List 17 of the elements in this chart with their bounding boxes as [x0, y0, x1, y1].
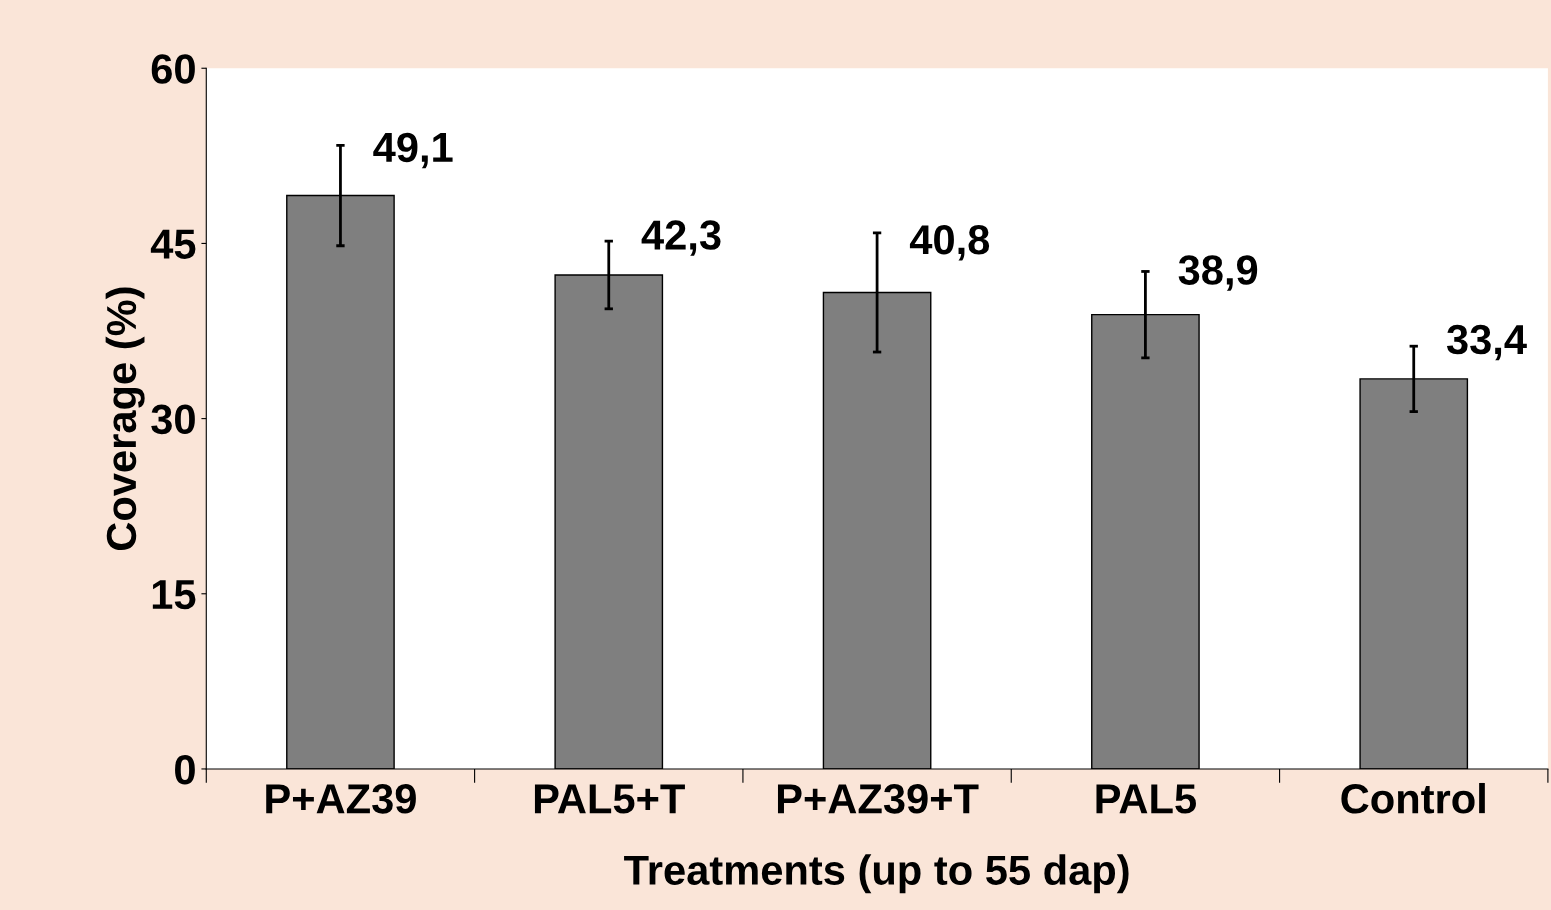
- x-tick-label: Control: [1341, 782, 1485, 814]
- y-tick-label: 30: [151, 404, 195, 435]
- x-tick-label: PAL5: [1096, 784, 1196, 814]
- x-tick-label: P+AZ39: [266, 784, 416, 814]
- data-label: 40,8: [909, 224, 990, 261]
- x-tick-label: PAL5+T: [534, 784, 685, 814]
- data-label: 33,4: [1446, 324, 1527, 361]
- data-label: 49,1: [373, 132, 453, 169]
- y-tick-label: 60: [151, 54, 195, 84]
- y-tick-label: 0: [175, 754, 195, 785]
- y-tick-label: 15: [152, 580, 196, 610]
- data-label: 38,9: [1178, 255, 1258, 291]
- x-tick-label: P+AZ39+T: [777, 784, 979, 814]
- y-tick-label: 45: [150, 229, 196, 259]
- y-axis-title: Coverage (%): [105, 287, 145, 551]
- x-axis-title: Treatments (up to 55 dap): [624, 854, 1129, 894]
- data-label: 42,3: [641, 220, 721, 256]
